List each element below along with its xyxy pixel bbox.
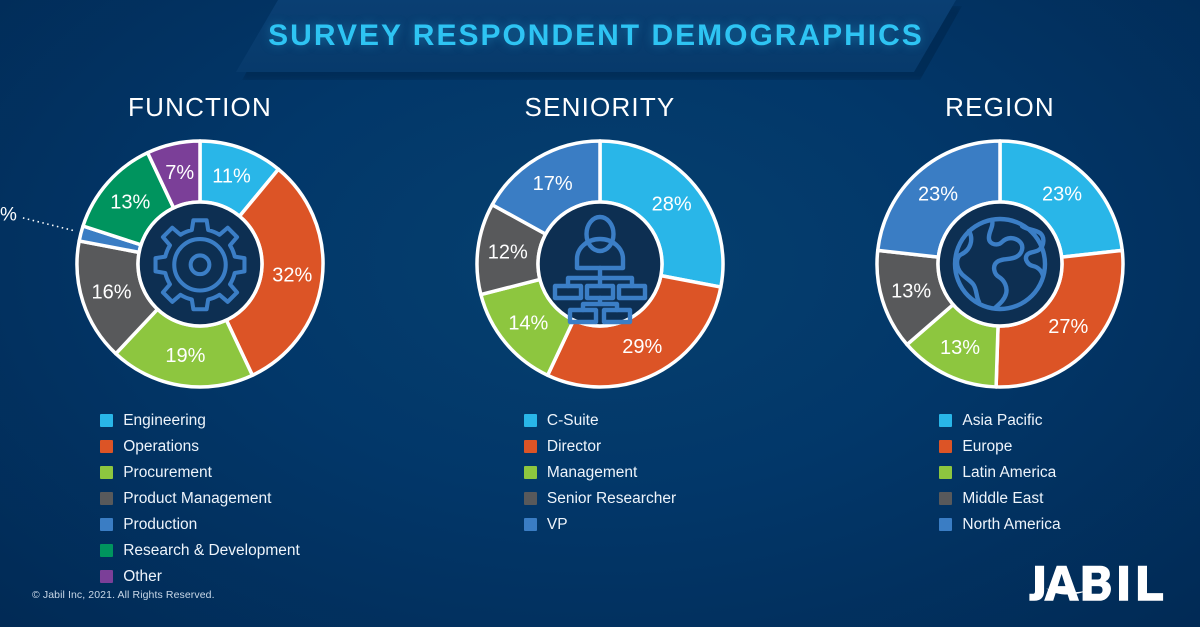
legend-item[interactable]: Research & Development	[100, 539, 300, 562]
slice-percent-label: 7%	[165, 162, 194, 184]
slice-percent-label: 16%	[92, 282, 132, 304]
legend-item[interactable]: Senior Researcher	[523, 487, 677, 510]
donut-svg-function: 11% 32% 19% 16% 2% 13% 7%	[0, 139, 325, 389]
legend-swatch-icon	[939, 492, 953, 505]
slice-percent-label: 17%	[533, 173, 573, 195]
chart-title-region: REGION	[945, 92, 1055, 122]
donut-hub-seniority	[536, 200, 664, 328]
legend-item[interactable]: Middle East	[939, 487, 1060, 510]
banner-shape: SURVEY RESPONDENT DEMOGRAPHICS	[236, 0, 956, 72]
legend-region: Asia Pacific Europe Latin America Middle Ea…	[939, 409, 1061, 536]
page-title: SURVEY RESPONDENT DEMOGRAPHICS	[268, 19, 924, 52]
legend-item[interactable]: Operations	[100, 435, 300, 458]
legend-item-label: Engineering	[123, 411, 206, 429]
slice-percent-label: 13%	[940, 337, 980, 359]
labels-group-region: 23% 27% 13% 13% 23%	[891, 184, 1088, 359]
donut-chart-function: 11% 32% 19% 16% 2% 13% 7%	[0, 133, 334, 395]
labels-group-seniority: 28% 29% 14% 12% 17%	[488, 173, 692, 358]
legend-item[interactable]: Management	[523, 461, 676, 484]
legend-item-label: Director	[546, 437, 602, 455]
jabil-logo	[1029, 565, 1164, 601]
legend-item[interactable]: Director	[523, 435, 676, 458]
slice-percent-label: 32%	[272, 265, 312, 287]
legend-item-label: Middle East	[962, 489, 1044, 507]
copyright-text: © Jabil Inc, 2021. All Rights Reserved.	[32, 589, 215, 601]
legend-item-label: Europe	[962, 437, 1013, 455]
legend-item[interactable]: VP	[523, 513, 676, 536]
legend-item-label: Product Management	[123, 489, 272, 507]
slice-percent-label: 19%	[165, 345, 205, 367]
slice-percent-label: 12%	[488, 241, 528, 263]
slice-percent-label: 29%	[622, 336, 662, 358]
legend-swatch-icon	[939, 518, 953, 531]
legend-item-label: Latin America	[962, 463, 1057, 481]
charts-container: FUNCTION 11% 32% 19% 16% 2% 13% 7% Engineering…	[0, 92, 1200, 592]
donut-chart-region: 23% 27% 13% 13% 23%	[866, 133, 1134, 395]
legend-item-label: Senior Researcher	[546, 489, 677, 507]
chart-title-function: FUNCTION	[128, 92, 272, 122]
legend-item-label: Research & Development	[123, 541, 300, 559]
legend-swatch-icon	[523, 466, 537, 479]
chart-panel-function: FUNCTION 11% 32% 19% 16% 2% 13% 7% Engineering…	[0, 92, 400, 592]
slice-percent-label: 11%	[212, 165, 251, 187]
legend-swatch-icon	[100, 466, 114, 479]
legend-swatch-icon	[523, 414, 537, 427]
legend-item-label: Management	[546, 463, 638, 481]
legend-swatch-icon	[100, 570, 114, 583]
legend-swatch-icon	[939, 414, 953, 427]
legend-swatch-icon	[100, 518, 114, 531]
donut-chart-seniority: 28% 29% 14% 12% 17%	[466, 133, 734, 395]
org-chart-icon	[552, 214, 648, 325]
donut-svg-seniority: 28% 29% 14% 12% 17%	[475, 139, 725, 389]
legend-item[interactable]: C-Suite	[523, 409, 676, 432]
legend-seniority: C-Suite Director Management Senior Research…	[523, 409, 677, 536]
legend-item-label: VP	[546, 515, 568, 533]
legend-swatch-icon	[523, 440, 537, 453]
legend-item[interactable]: Latin America	[939, 461, 1060, 484]
slice-percent-label: 13%	[110, 191, 150, 213]
legend-function: Engineering Operations Procurement Product …	[100, 409, 300, 588]
legend-swatch-icon	[939, 440, 953, 453]
legend-item[interactable]: Asia Pacific	[939, 409, 1060, 432]
legend-item[interactable]: Europe	[939, 435, 1060, 458]
slices-group-region	[875, 139, 1125, 389]
labels-group-function: 11% 32% 19% 16% 2% 13% 7%	[0, 162, 312, 367]
legend-item-label: Procurement	[123, 463, 212, 481]
legend-swatch-icon	[939, 466, 953, 479]
callout-leader-line	[22, 217, 76, 232]
legend-swatch-icon	[523, 492, 537, 505]
slice-percent-label: 27%	[1048, 316, 1088, 338]
globe-icon	[952, 216, 1048, 312]
title-banner: SURVEY RESPONDENT DEMOGRAPHICS	[0, 0, 1200, 80]
donut-svg-region: 23% 27% 13% 13% 23%	[875, 139, 1125, 389]
legend-item-label: Asia Pacific	[962, 411, 1043, 429]
legend-item-label: Other	[123, 567, 162, 585]
slice-percent-label: 28%	[652, 194, 692, 216]
legend-swatch-icon	[100, 492, 114, 505]
legend-item[interactable]: Production	[100, 513, 300, 536]
slice-percent-label: 13%	[891, 281, 931, 303]
legend-item-label: North America	[962, 515, 1061, 533]
legend-swatch-icon	[100, 544, 114, 557]
legend-swatch-icon	[100, 440, 114, 453]
legend-item[interactable]: Other	[100, 565, 300, 588]
legend-item[interactable]: Procurement	[100, 461, 300, 484]
legend-swatch-icon	[100, 414, 114, 427]
legend-item-label: Operations	[123, 437, 200, 455]
legend-item-label: C-Suite	[546, 411, 599, 429]
legend-item-label: Production	[123, 515, 198, 533]
chart-title-seniority: SENIORITY	[524, 92, 676, 122]
slice-callout-label: 2%	[0, 204, 17, 225]
legend-item[interactable]: Engineering	[100, 409, 300, 432]
legend-item[interactable]: Product Management	[100, 487, 300, 510]
slice-percent-label: 23%	[918, 184, 958, 206]
chart-panel-seniority: SENIORITY 28% 29% 14% 12% 17% C-S	[400, 92, 800, 592]
chart-panel-region: REGION 23% 27% 13% 13% 23% Asia Pacific Europ…	[800, 92, 1200, 592]
slice-percent-label: 23%	[1042, 184, 1082, 206]
slice-percent-label: 14%	[508, 312, 548, 334]
gear-icon	[153, 218, 247, 312]
legend-item[interactable]: North America	[939, 513, 1061, 536]
legend-swatch-icon	[523, 518, 537, 531]
